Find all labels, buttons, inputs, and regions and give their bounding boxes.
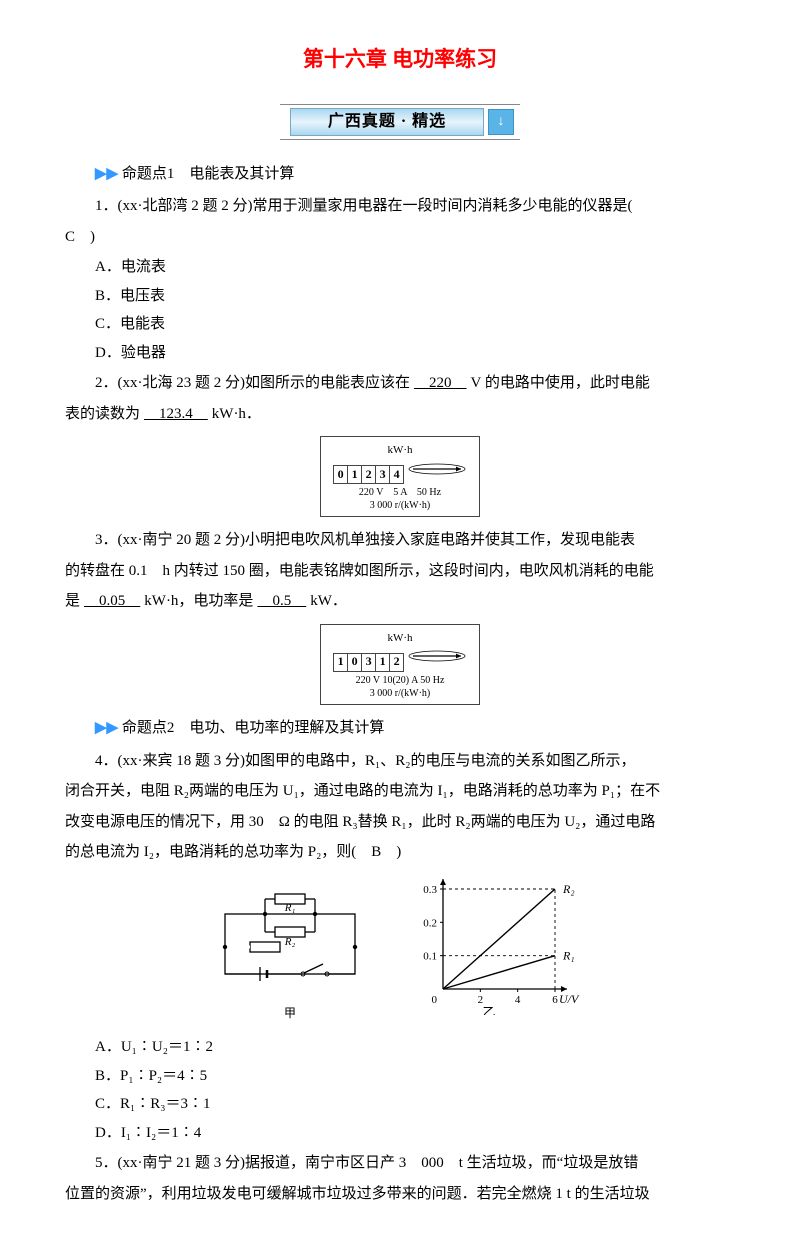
topic-marker-icon: ▶▶ [95,720,118,736]
svg-text:0.3: 0.3 [423,884,437,896]
q4-line2: 闭合开关，电阻 R₂两端的电压为 U₁，通过电路的电流为 I₁，电路消耗的总功率… [65,777,735,806]
q5-line2: 位置的资源”，利用垃圾发电可缓解城市垃圾过多带来的问题．若完全燃烧 1 t 的生… [65,1180,735,1209]
q4-optB: B．P₁∶P₂＝4∶5 [95,1062,402,1091]
circuit-label: 甲 [215,1002,365,1025]
topic-2-label: 命题点2 电功、电功率的理解及其计算 [122,720,385,736]
q1-optC: C．电能表 [95,310,402,339]
meter1-unit: kW·h [333,443,467,457]
meter2-spec2: 3 000 r/(kW·h) [333,687,467,700]
svg-text:0.2: 0.2 [423,917,437,929]
svg-text:R₁: R₁ [284,902,296,914]
q4-optA: A．U₁∶U₂＝1∶2 [95,1033,402,1062]
svg-text:R₂: R₂ [284,936,296,948]
svg-text:0.1: 0.1 [423,950,437,962]
svg-text:R₁: R₁ [562,948,575,962]
topic-1: ▶▶ 命题点1 电能表及其计算 [65,160,735,189]
meter-figure-2: kW·h 10312 220 V 10(20) A 50 Hz 3 000 r/… [65,624,735,706]
meter1-digits: 01234 [333,465,404,484]
q2-stem: 2．(xx·北海 23 题 2 分)如图所示的电能表应该在 220 V 的电路中… [65,369,735,398]
page-title: 第十六章 电功率练习 [65,40,735,80]
svg-text:U/V: U/V [559,992,580,1006]
svg-text:6: 6 [552,994,558,1006]
circuit-diagram: R₁ R₂ 甲 [215,884,365,1025]
svg-text:4: 4 [515,994,521,1006]
q4-line1: 4．(xx·来宾 18 题 3 分)如图甲的电路中，R₁、R₂的电压与电流的关系… [65,747,735,776]
meter-dial-icon [407,463,467,475]
q4-line3: 改变电源电压的情况下，用 30 Ω 的电阻 R₃替换 R₁，此时 R₂两端的电压… [65,808,735,837]
q2-ans1: 220 [410,375,471,391]
q4-options: A．U₁∶U₂＝1∶2 B．P₁∶P₂＝4∶5 C．R₁∶R₃＝3∶1 D．I₁… [95,1033,735,1147]
q4-line4: 的总电流为 I₂，电路消耗的总功率为 P₂，则( B ) [65,838,735,867]
banner-arrow-icon: ↓ [488,109,514,135]
q3-ans2: 0.5 [253,593,310,609]
q2-cont: 表的读数为 123.4 kW·h． [65,400,735,429]
q1-answer: C ) [65,223,735,252]
meter1-spec1: 220 V 5 A 50 Hz [333,486,467,499]
banner-label: 广西真题 · 精选 [290,108,484,136]
meter-figure-1: kW·h 01234 220 V 5 A 50 Hz 3 000 r/(kW·h… [65,436,735,518]
svg-text:I/A: I/A [444,875,460,878]
meter2-spec1: 220 V 10(20) A 50 Hz [333,674,467,687]
meter2-unit: kW·h [333,631,467,645]
q3-ans1: 0.05 [80,593,144,609]
svg-text:乙: 乙 [482,1005,495,1015]
q4-optC: C．R₁∶R₃＝3∶1 [95,1090,402,1119]
svg-text:0: 0 [432,994,438,1006]
q3-line2: 的转盘在 0.1 h 内转过 150 圈，电能表铭牌如图所示，这段时间内，电吹风… [65,557,735,586]
q4-optD: D．I₁∶I₂＝1∶4 [95,1119,402,1148]
topic-1-label: 命题点1 电能表及其计算 [122,166,295,182]
section-banner: 广西真题 · 精选 ↓ [280,104,520,140]
q3-line1: 3．(xx·南宁 20 题 2 分)小明把电吹风机单独接入家庭电路并使其工作，发… [65,526,735,555]
q1-optD: D．验电器 [95,339,402,368]
iv-graph: 0.10.20.32460I/AU/VR₂R₁乙 [405,875,585,1026]
q1-optA: A．电流表 [95,253,402,282]
q1-optB: B．电压表 [95,282,402,311]
q4-figures: R₁ R₂ 甲 0.10.20.32460I/AU/VR₂R₁乙 [65,875,735,1026]
svg-text:R₂: R₂ [562,882,575,896]
meter1-spec2: 3 000 r/(kW·h) [333,499,467,512]
meter2-digits: 10312 [333,653,404,672]
meter-dial-icon [407,650,467,662]
q1-stem: 1．(xx·北部湾 2 题 2 分)常用于测量家用电器在一段时间内消耗多少电能的… [65,192,735,221]
q3-line3: 是 0.05 kW·h，电功率是 0.5 kW． [65,587,735,616]
topic-marker-icon: ▶▶ [95,166,118,182]
q1-options: A．电流表 B．电压表 C．电能表 D．验电器 [95,253,735,367]
q5-line1: 5．(xx·南宁 21 题 3 分)据报道，南宁市区日产 3 000 t 生活垃… [65,1149,735,1178]
q2-ans2: 123.4 [140,406,212,422]
topic-2: ▶▶ 命题点2 电功、电功率的理解及其计算 [65,714,735,743]
